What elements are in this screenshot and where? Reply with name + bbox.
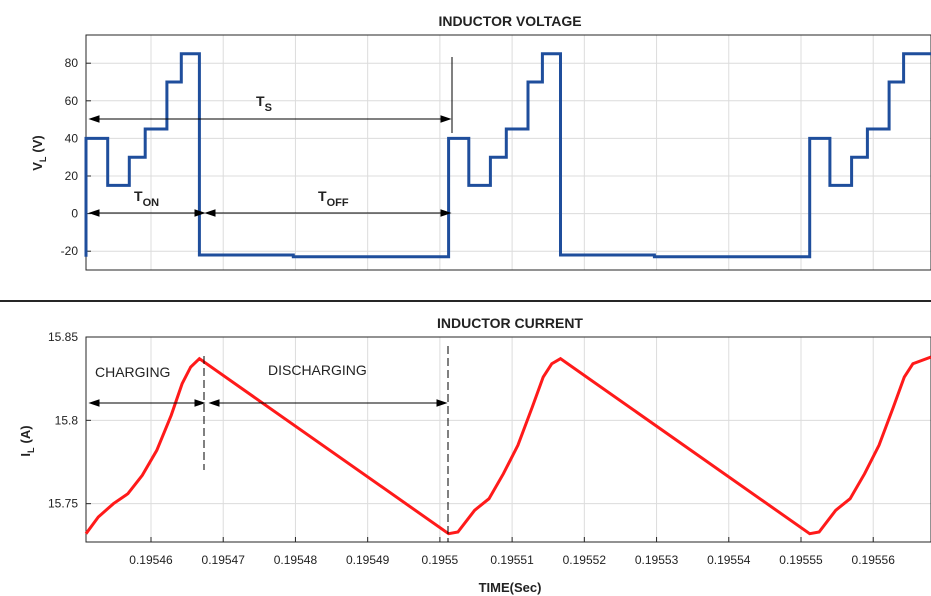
discharging-label: DISCHARGING <box>268 362 367 378</box>
discharging-arrow-left-head <box>208 399 220 407</box>
voltage-ylabel-unit: (V) <box>30 135 45 152</box>
discharging-arrow-right-head <box>436 399 448 407</box>
current-x-tick-label: 0.19555 <box>779 553 823 567</box>
voltage-y-tick-label: 0 <box>71 207 78 221</box>
ton-label: TON <box>134 188 159 209</box>
current-y-axis-label: IL (A) <box>18 425 36 456</box>
voltage-title: INDUCTOR VOLTAGE <box>438 13 581 29</box>
voltage-series-line <box>84 52 931 259</box>
voltage-grid <box>86 35 931 270</box>
voltage-annotations <box>88 57 453 217</box>
voltage-y-tick-label: 80 <box>65 56 79 70</box>
ts-arrow-left-head <box>88 115 100 123</box>
charging-label: CHARGING <box>95 364 170 380</box>
current-x-tick-label: 0.19553 <box>635 553 679 567</box>
voltage-y-tick-label: 60 <box>65 94 79 108</box>
current-x-tick-label: 0.19549 <box>346 553 390 567</box>
current-title: INDUCTOR CURRENT <box>437 315 583 331</box>
ts-arrow-right-head <box>440 115 452 123</box>
svg-text:IL(A): IL (A) <box>18 425 36 456</box>
current-x-ticks: 0.19546 0.19547 0.19548 0.19549 0.1955 0.1955… <box>129 537 895 567</box>
current-annotations <box>88 346 449 542</box>
toff-arrow-right-head <box>440 209 452 217</box>
current-x-tick-label: 0.19548 <box>274 553 318 567</box>
ton-arrow-left-head <box>88 209 100 217</box>
current-x-tick-label: 0.19552 <box>563 553 607 567</box>
current-x-tick-label: 0.1955 <box>422 553 459 567</box>
voltage-y-tick-label: 20 <box>65 169 79 183</box>
current-x-tick-label: 0.19547 <box>202 553 246 567</box>
voltage-ylabel-sub: L <box>38 156 48 162</box>
current-y-tick-label: 15.85 <box>48 330 78 344</box>
ton-arrow-right-head <box>194 209 206 217</box>
current-x-tick-label: 0.19556 <box>852 553 896 567</box>
voltage-y-axis-label: VL (V) <box>30 135 48 171</box>
voltage-ylabel-main: V <box>30 162 45 171</box>
current-x-tick-label: 0.19554 <box>707 553 751 567</box>
current-x-axis-label: TIME(Sec) <box>479 580 542 595</box>
toff-arrow-left-head <box>204 209 216 217</box>
current-series-line <box>84 355 931 536</box>
voltage-plot-frame <box>85 34 931 271</box>
charging-arrow-right-head <box>194 399 206 407</box>
current-ylabel-main: I <box>18 453 33 457</box>
svg-text:VL(V): VL (V) <box>30 135 48 171</box>
current-ylabel-sub: L <box>26 447 36 453</box>
voltage-y-tick-label: 40 <box>65 131 79 145</box>
current-y-tick-label: 15.75 <box>48 497 78 511</box>
current-plot-frame <box>85 336 931 543</box>
current-x-tick-label: 0.19546 <box>129 553 173 567</box>
current-y-ticks: 15.85 15.8 15.75 <box>48 330 91 511</box>
current-x-tick-label: 0.19551 <box>490 553 534 567</box>
voltage-panel: INDUCTOR VOLTAGE 80 60 40 20 0 -20 VL (V) TS T… <box>30 13 931 271</box>
charging-arrow-left-head <box>88 399 100 407</box>
toff-label: TOFF <box>318 188 349 209</box>
current-y-tick-label: 15.8 <box>55 413 79 427</box>
voltage-y-tick-label: -20 <box>61 244 79 258</box>
ts-label: TS <box>256 93 272 114</box>
current-ylabel-unit: (A) <box>18 425 33 443</box>
